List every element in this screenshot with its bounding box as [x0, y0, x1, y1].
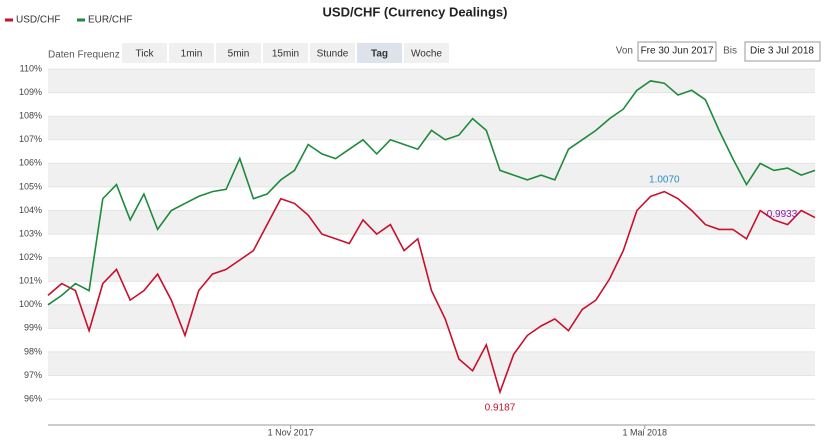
y-tick-label: 107%: [19, 134, 42, 144]
frequency-label: Daten Frequenz: [48, 50, 120, 61]
annotation: 0.9933: [767, 209, 798, 220]
annotation: 0.9187: [485, 403, 516, 414]
frequency-button-label[interactable]: Stunde: [317, 49, 349, 60]
y-tick-label: 105%: [19, 181, 42, 191]
annotation: 1.0070: [649, 174, 680, 185]
y-tick-label: 104%: [19, 205, 42, 215]
from-box[interactable]: [637, 41, 717, 62]
y-tick-label: 100%: [19, 299, 42, 309]
y-tick-label: 106%: [19, 158, 42, 168]
y-tick-label: 110%: [20, 63, 42, 73]
frequency-button[interactable]: [122, 43, 167, 63]
grid-band: [48, 116, 815, 140]
frequency-button-label[interactable]: Tick: [136, 49, 155, 60]
frequency-button-label[interactable]: Woche: [411, 49, 442, 60]
from-date[interactable]: Fre 30 Jun 2017: [641, 46, 714, 57]
frequency-button-label[interactable]: Tag: [371, 49, 388, 60]
y-tick-label: 103%: [19, 228, 42, 238]
frequency-button-label[interactable]: 5min: [228, 49, 250, 60]
frequency-button-label[interactable]: 15min: [272, 49, 299, 60]
grid-band: [48, 210, 815, 235]
x-tick-label: 1 Nov 2017: [268, 427, 314, 437]
y-tick-label: 99%: [24, 323, 42, 333]
grid-band: [48, 69, 815, 93]
frequency-button[interactable]: [310, 43, 355, 63]
grid-band: [48, 257, 815, 282]
y-tick-label: 108%: [19, 111, 42, 121]
frequency-button[interactable]: [404, 43, 449, 63]
series-line: [47, 80, 816, 306]
y-tick-label: 109%: [19, 87, 42, 97]
grid-band: [48, 163, 815, 187]
y-tick-label: 101%: [19, 276, 42, 286]
series-line: [47, 190, 816, 395]
to-label: Bis: [723, 46, 737, 57]
to-box[interactable]: [744, 41, 821, 62]
frequency-button[interactable]: [357, 43, 402, 63]
frequency-button-label[interactable]: 1min: [181, 49, 203, 60]
grid-band: [48, 304, 815, 329]
legend-label: USD/CHF: [16, 15, 60, 26]
y-tick-label: 102%: [19, 252, 42, 262]
legend-label: EUR/CHF: [88, 15, 132, 26]
frequency-button[interactable]: [169, 43, 214, 63]
frequency-button[interactable]: [216, 43, 261, 63]
x-tick-label: 1 Mai 2018: [623, 427, 668, 437]
to-date[interactable]: Die 3 Jul 2018: [750, 46, 814, 57]
y-tick-label: 97%: [24, 370, 42, 380]
frequency-button[interactable]: [263, 43, 308, 63]
y-tick-label: 98%: [24, 346, 42, 356]
grid-band: [48, 351, 815, 376]
y-tick-label: 96%: [24, 393, 42, 403]
from-label: Von: [616, 46, 633, 57]
chart-title: USD/CHF (Currency Dealings): [323, 4, 508, 19]
